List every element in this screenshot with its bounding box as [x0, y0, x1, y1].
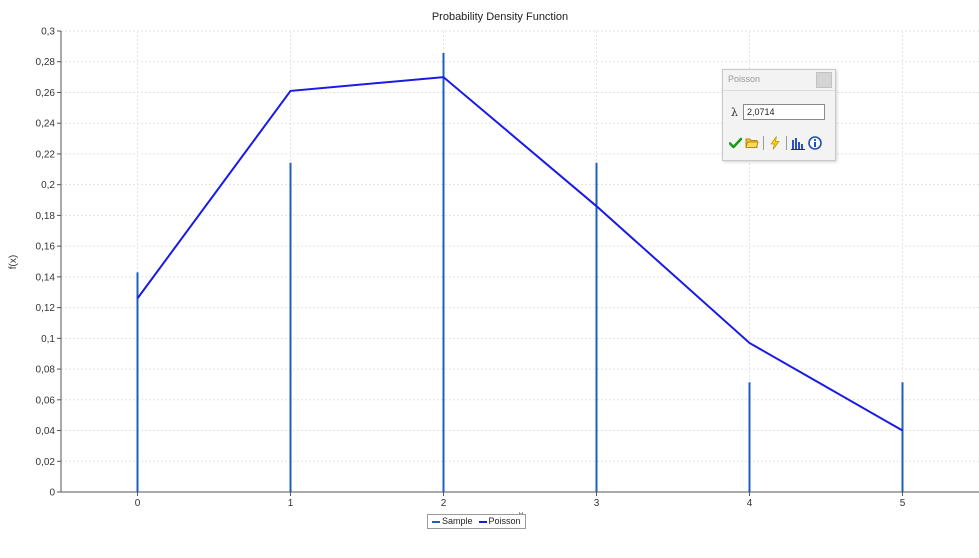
- x-tick-label: 3: [594, 498, 600, 509]
- x-axis-ticks: 0 1 2 3 4 5: [135, 492, 906, 509]
- legend-item-sample: Sample: [432, 515, 473, 528]
- x-tick-label: 0: [135, 498, 141, 509]
- legend-label-poisson: Poisson: [488, 516, 521, 526]
- y-tick-label: 0,22: [36, 149, 56, 160]
- y-tick-label: 0,06: [36, 395, 56, 406]
- lambda-parameter-row: λ: [731, 104, 825, 120]
- y-axis-ticks: 0 0,02 0,04 0,06 0,08 0,1 0,12 0,14 0,16 0,18 0,2 0…: [36, 27, 61, 499]
- axes: [60, 31, 979, 493]
- x-tick-label: 1: [288, 498, 294, 509]
- panel-header: Poisson: [723, 70, 835, 91]
- y-tick-label: 0,26: [36, 88, 56, 99]
- y-tick-label: 0,04: [36, 426, 56, 437]
- panel-close-button[interactable]: [816, 72, 832, 88]
- y-tick-label: 0,18: [36, 211, 56, 222]
- x-tick-label: 5: [900, 498, 906, 509]
- bar-chart-icon[interactable]: [791, 136, 805, 150]
- legend-swatch-sample: [432, 520, 440, 523]
- chart-legend: Sample Poisson: [427, 514, 526, 529]
- x-tick-label: 4: [747, 498, 753, 509]
- x-tick-label: 2: [441, 498, 447, 509]
- toolbar-separator: [786, 136, 787, 150]
- chart-title: Probability Density Function: [432, 11, 568, 23]
- panel-title: Poisson: [728, 74, 761, 84]
- y-tick-label: 0,14: [36, 272, 56, 283]
- lambda-label: λ: [731, 105, 738, 119]
- legend-label-sample: Sample: [442, 516, 473, 526]
- y-tick-label: 0,12: [36, 303, 56, 314]
- folder-open-icon[interactable]: [745, 136, 759, 150]
- y-tick-label: 0,1: [41, 334, 55, 345]
- legend-swatch-poisson: [478, 520, 487, 523]
- toolbar-separator: [763, 136, 764, 150]
- sample-stems: [136, 52, 904, 492]
- y-tick-label: 0,28: [36, 57, 56, 68]
- check-icon[interactable]: [728, 136, 742, 150]
- lambda-input[interactable]: [742, 104, 825, 120]
- y-tick-label: 0,08: [36, 365, 56, 376]
- lightning-icon[interactable]: [768, 136, 782, 150]
- panel-toolbar: [728, 136, 822, 150]
- y-tick-label: 0: [49, 488, 55, 499]
- y-tick-label: 0,3: [41, 27, 55, 38]
- poisson-line: [136, 76, 903, 432]
- y-tick-label: 0,24: [36, 119, 56, 130]
- y-tick-label: 0,16: [36, 242, 56, 253]
- legend-item-poisson: Poisson: [478, 515, 521, 528]
- poisson-parameter-panel: Poisson λ: [722, 69, 836, 161]
- info-icon[interactable]: [808, 136, 822, 150]
- y-tick-label: 0,2: [41, 180, 55, 191]
- y-tick-label: 0,02: [36, 457, 56, 468]
- plot-area: [61, 31, 979, 492]
- y-axis-title: f(x): [8, 255, 19, 269]
- poisson-line-group: [136, 76, 903, 432]
